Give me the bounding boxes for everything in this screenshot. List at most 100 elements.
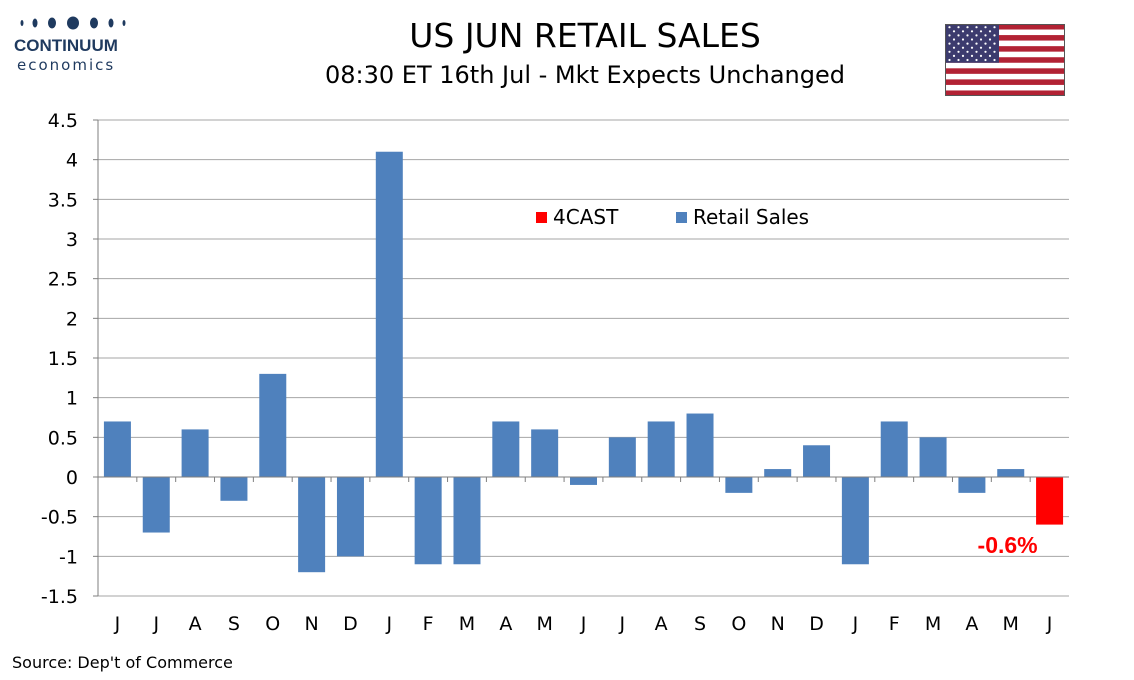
x-tick-label: M <box>459 613 475 635</box>
x-tick-label: F <box>423 613 434 635</box>
flag-star <box>957 26 960 29</box>
flag-star <box>984 42 987 45</box>
x-tick-label: D <box>809 613 824 635</box>
bar-retail-sales <box>298 477 326 573</box>
flag-star <box>979 30 983 33</box>
bar-retail-sales <box>259 373 287 477</box>
x-tick-label: J <box>114 613 121 635</box>
flag-star <box>966 58 969 62</box>
flag-star <box>975 34 978 37</box>
bar-retail-sales <box>531 429 559 477</box>
flag-stripe <box>945 57 1065 63</box>
flag-star <box>961 54 965 57</box>
bar-retail-sales <box>142 477 170 533</box>
y-tick-label: -1 <box>59 546 78 568</box>
flag-star <box>993 34 996 37</box>
flag-star <box>952 46 956 49</box>
flag-star <box>984 58 987 62</box>
flag-border <box>945 24 1065 96</box>
flag-star <box>961 46 965 49</box>
source-note: Source: Dep't of Commerce <box>12 653 233 672</box>
us-flag-icon <box>945 24 1065 96</box>
flag-stripe <box>945 29 1065 36</box>
flag-stripe <box>945 51 1065 58</box>
y-tick-label: 4 <box>66 150 78 172</box>
bar-retail-sales <box>880 421 908 477</box>
flag-star <box>988 54 992 57</box>
x-tick-label: A <box>965 613 978 635</box>
y-tick-label: 2.5 <box>48 269 78 291</box>
x-tick-label: F <box>889 613 900 635</box>
flag-stripe <box>945 84 1065 91</box>
flag-star <box>970 38 974 41</box>
flag-star <box>966 50 969 53</box>
y-tick-label: 1.5 <box>48 348 78 370</box>
x-tick-label: J <box>580 613 587 635</box>
bar-retail-sales <box>220 477 248 501</box>
chart-subtitle: 08:30 ET 16th Jul - Mkt Expects Unchange… <box>325 61 845 89</box>
flag-star <box>957 50 960 53</box>
brand-name: CONTINUUM <box>14 36 118 55</box>
flag-star <box>970 30 974 33</box>
bar-retail-sales <box>958 477 986 493</box>
bar-retail-sales <box>492 421 520 477</box>
flag-star <box>975 26 978 29</box>
bar-retail-sales <box>453 477 481 565</box>
bar-retail-sales <box>181 429 209 477</box>
flag-star <box>984 26 987 29</box>
flag-stripe <box>945 35 1065 41</box>
bar-4cast <box>1036 477 1064 525</box>
flag-star <box>993 42 996 45</box>
legend-swatch-forecast <box>536 212 547 223</box>
y-tick-label: 0.5 <box>48 427 78 449</box>
flag-star <box>948 50 951 53</box>
x-tick-label: N <box>305 613 319 635</box>
flag-star <box>975 42 978 45</box>
x-tick-label: J <box>1046 613 1053 635</box>
brand-subtitle: economics <box>17 56 116 74</box>
forecast-data-label: -0.6% <box>978 532 1038 558</box>
flag-stripe <box>945 24 1065 30</box>
flag-star <box>988 46 992 49</box>
x-tick-label: A <box>499 613 512 635</box>
y-tick-label: 0 <box>66 467 78 489</box>
flag-star <box>984 34 987 37</box>
flag-star <box>966 34 969 37</box>
flag-star <box>993 26 996 29</box>
legend-item-forecast: 4CAST <box>536 205 618 229</box>
x-tick-label: S <box>694 613 706 635</box>
bar-retail-sales <box>570 477 597 485</box>
bar-retail-sales <box>725 477 753 493</box>
flag-star <box>993 50 996 53</box>
x-tick-label: O <box>265 613 280 635</box>
x-tick-label: M <box>925 613 941 635</box>
bar-retail-sales <box>647 421 675 477</box>
flag-star <box>952 30 956 33</box>
flag-star <box>952 38 956 41</box>
legend-label-retail: Retail Sales <box>693 205 810 229</box>
flag-star <box>966 42 969 45</box>
flag-star <box>961 38 965 41</box>
bar-retail-sales <box>764 469 792 477</box>
y-tick-label: 1 <box>66 388 78 410</box>
legend-item-retail: Retail Sales <box>676 205 809 229</box>
bar-retail-sales <box>608 437 636 477</box>
x-tick-label: A <box>655 613 668 635</box>
bar-retail-sales <box>375 151 403 477</box>
flag-stripe <box>945 40 1065 47</box>
logo-dots-icon <box>20 16 126 30</box>
bar-retail-sales <box>997 469 1025 477</box>
y-tick-label: -0.5 <box>41 507 78 529</box>
flag-star <box>975 50 978 53</box>
flag-star <box>979 54 983 57</box>
y-tick-label: -1.5 <box>41 586 78 608</box>
y-tick-label: 3.5 <box>48 189 78 211</box>
x-tick-label: O <box>731 613 746 635</box>
legend-label-forecast: 4CAST <box>553 205 619 229</box>
flag-stripe <box>945 46 1065 52</box>
continuum-economics-logo: CONTINUUM economics <box>14 14 134 74</box>
flag-star <box>975 58 978 62</box>
flag-star <box>957 34 960 37</box>
flag-star <box>948 26 951 29</box>
